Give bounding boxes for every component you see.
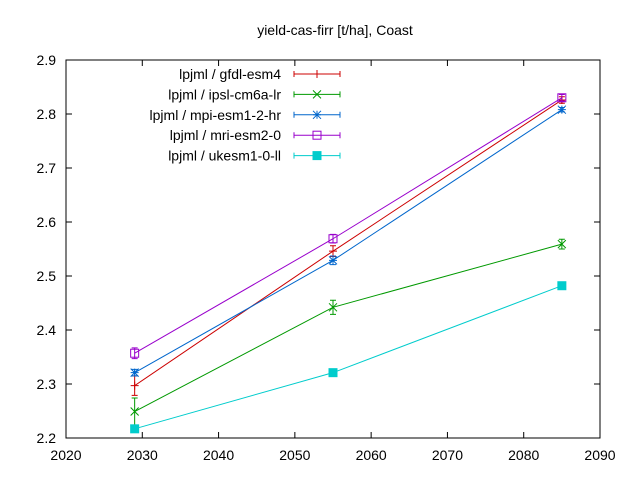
data-point bbox=[328, 302, 338, 312]
x-axis-ticks: 2020 2030 2040 2050 2060 2070 2080 2090 bbox=[50, 60, 616, 463]
legend-errorbar-cap bbox=[293, 132, 341, 139]
error-bar bbox=[558, 94, 565, 102]
data-point bbox=[130, 407, 140, 416]
data-point bbox=[328, 234, 338, 244]
data-point bbox=[130, 368, 140, 378]
data-point bbox=[130, 424, 140, 434]
legend-item: lpjml / mri-esm2-0 bbox=[170, 127, 341, 143]
y-axis-ticks: 2.2 2.3 2.4 2.5 2.6 2.7 2.8 2.9 bbox=[37, 52, 600, 446]
x-tick-label: 2030 bbox=[127, 447, 158, 463]
series bbox=[130, 93, 567, 360]
plot-area bbox=[130, 93, 567, 434]
data-point bbox=[328, 368, 338, 378]
data-point bbox=[557, 281, 567, 291]
data-point bbox=[312, 151, 322, 161]
y-tick-label: 2.7 bbox=[37, 160, 57, 176]
y-tick-label: 2.4 bbox=[37, 322, 57, 338]
y-tick-label: 2.6 bbox=[37, 214, 57, 230]
y-tick-label: 2.9 bbox=[37, 52, 57, 68]
x-tick-label: 2060 bbox=[356, 447, 387, 463]
data-point bbox=[130, 381, 139, 390]
legend-item: lpjml / ukesm1-0-ll bbox=[168, 148, 341, 164]
data-point bbox=[312, 90, 322, 99]
data-point bbox=[557, 93, 567, 103]
data-point bbox=[130, 348, 140, 358]
error-bar bbox=[330, 233, 336, 244]
x-tick-label: 2080 bbox=[508, 447, 539, 463]
series-line bbox=[134, 243, 562, 412]
x-tick-label: 2020 bbox=[50, 447, 81, 463]
y-tick-label: 2.8 bbox=[37, 106, 57, 122]
data-point bbox=[557, 105, 567, 115]
x-tick-label: 2070 bbox=[432, 447, 463, 463]
series bbox=[130, 281, 567, 434]
series bbox=[130, 105, 567, 378]
legend-label: lpjml / ukesm1-0-ll bbox=[168, 148, 281, 164]
legend-item: lpjml / ipsl-cm6a-lr bbox=[168, 86, 341, 102]
series-line bbox=[134, 285, 563, 430]
data-point bbox=[312, 130, 322, 140]
data-point bbox=[313, 70, 321, 78]
legend-errorbar-cap bbox=[293, 71, 341, 77]
data-point bbox=[557, 239, 567, 249]
x-tick-label: 2050 bbox=[279, 447, 310, 463]
legend-errorbar-cap bbox=[293, 111, 341, 118]
y-tick-label: 2.2 bbox=[37, 430, 57, 446]
data-point bbox=[328, 255, 338, 265]
legend-label: lpjml / gfdl-esm4 bbox=[179, 66, 281, 82]
legend-item: lpjml / mpi-esm1-2-hr bbox=[150, 107, 341, 123]
y-tick-label: 2.5 bbox=[37, 268, 57, 284]
legend-label: lpjml / ipsl-cm6a-lr bbox=[168, 86, 281, 102]
chart-title: yield-cas-firr [t/ha], Coast bbox=[257, 22, 413, 38]
series bbox=[130, 238, 567, 426]
legend-errorbar-cap bbox=[293, 91, 341, 98]
legend-label: lpjml / mpi-esm1-2-hr bbox=[150, 107, 282, 123]
x-tick-label: 2040 bbox=[203, 447, 234, 463]
y-tick-label: 2.3 bbox=[37, 376, 57, 392]
data-point bbox=[329, 247, 337, 256]
legend-item: lpjml / gfdl-esm4 bbox=[179, 66, 341, 82]
x-tick-label: 2090 bbox=[584, 447, 615, 463]
legend-errorbar-cap bbox=[293, 152, 341, 159]
series bbox=[130, 95, 566, 396]
plot-frame bbox=[65, 59, 601, 439]
data-point bbox=[312, 110, 322, 120]
legend: lpjml / gfdl-esm4 lpjml / ipsl-cm6a-lr lpj… bbox=[150, 66, 341, 164]
legend-label: lpjml / mri-esm2-0 bbox=[170, 127, 281, 143]
